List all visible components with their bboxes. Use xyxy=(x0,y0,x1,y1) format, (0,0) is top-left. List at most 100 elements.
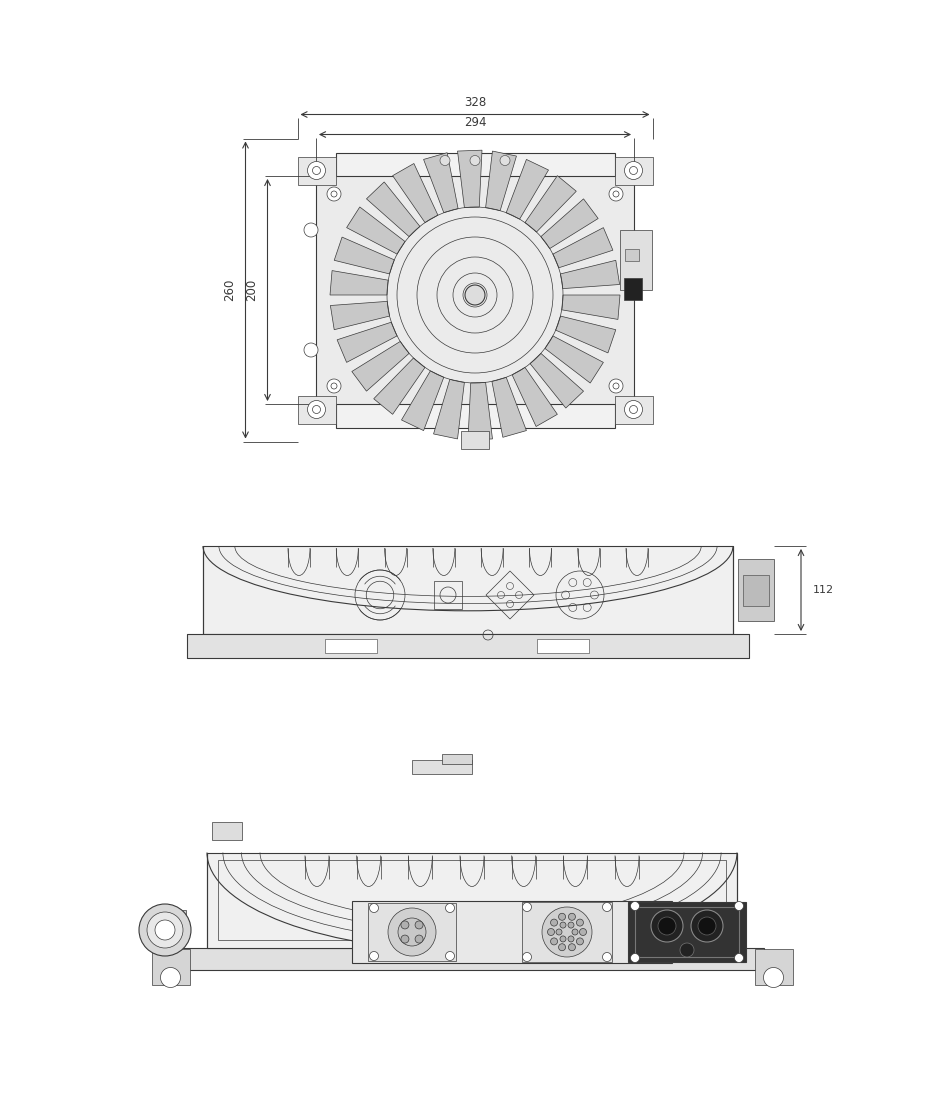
Bar xyxy=(461,430,489,449)
Circle shape xyxy=(304,223,318,236)
Circle shape xyxy=(577,938,583,945)
Bar xyxy=(218,859,727,940)
Circle shape xyxy=(602,953,612,961)
Circle shape xyxy=(370,952,378,960)
Circle shape xyxy=(698,917,716,935)
Circle shape xyxy=(446,903,454,913)
Bar xyxy=(623,278,641,300)
Circle shape xyxy=(470,155,480,165)
Circle shape xyxy=(147,912,183,948)
Circle shape xyxy=(572,930,578,935)
Circle shape xyxy=(308,162,326,179)
Circle shape xyxy=(401,935,408,943)
Bar xyxy=(615,396,653,424)
Bar xyxy=(178,923,188,937)
Polygon shape xyxy=(560,261,619,288)
Bar xyxy=(636,908,739,957)
Polygon shape xyxy=(373,358,425,415)
Circle shape xyxy=(398,918,426,946)
Text: 260: 260 xyxy=(223,278,236,301)
Circle shape xyxy=(568,944,576,950)
Circle shape xyxy=(500,155,510,165)
Circle shape xyxy=(542,908,592,957)
Circle shape xyxy=(551,938,558,945)
Bar xyxy=(335,153,615,428)
Circle shape xyxy=(734,954,744,962)
Circle shape xyxy=(327,187,341,201)
Polygon shape xyxy=(525,176,577,232)
Circle shape xyxy=(522,902,531,912)
Bar xyxy=(628,902,746,962)
Bar xyxy=(151,948,189,984)
Bar xyxy=(203,546,733,634)
Bar xyxy=(352,901,672,962)
Circle shape xyxy=(415,935,423,943)
Bar xyxy=(624,249,638,261)
Bar xyxy=(615,156,653,185)
Polygon shape xyxy=(492,377,526,438)
Circle shape xyxy=(155,920,175,940)
Bar xyxy=(297,396,335,424)
Circle shape xyxy=(609,187,623,201)
Polygon shape xyxy=(347,207,405,254)
Circle shape xyxy=(680,943,694,957)
Circle shape xyxy=(734,902,744,911)
Polygon shape xyxy=(512,367,558,427)
Bar xyxy=(738,559,774,621)
Polygon shape xyxy=(561,295,620,319)
Circle shape xyxy=(331,383,337,389)
Polygon shape xyxy=(458,151,482,208)
Bar xyxy=(442,754,472,763)
Circle shape xyxy=(580,928,586,935)
Polygon shape xyxy=(331,301,389,330)
Bar xyxy=(164,910,186,930)
Circle shape xyxy=(631,902,639,911)
Circle shape xyxy=(624,400,642,418)
Circle shape xyxy=(658,917,676,935)
Bar xyxy=(538,639,589,652)
Bar xyxy=(187,634,749,658)
Circle shape xyxy=(577,920,583,926)
Circle shape xyxy=(415,921,423,928)
Circle shape xyxy=(370,903,378,913)
Bar xyxy=(297,156,335,185)
Bar xyxy=(434,581,462,609)
Polygon shape xyxy=(530,353,583,408)
Bar xyxy=(212,822,242,839)
Circle shape xyxy=(313,406,320,414)
Text: 294: 294 xyxy=(464,116,486,129)
Text: 328: 328 xyxy=(464,96,486,109)
Bar xyxy=(522,902,612,962)
Bar xyxy=(368,903,456,961)
Circle shape xyxy=(331,191,337,197)
Bar xyxy=(754,948,792,984)
Circle shape xyxy=(304,343,318,358)
Circle shape xyxy=(651,910,683,942)
Circle shape xyxy=(568,913,576,921)
Polygon shape xyxy=(352,341,409,392)
Circle shape xyxy=(440,155,450,165)
Polygon shape xyxy=(402,371,444,430)
Circle shape xyxy=(631,954,639,962)
Circle shape xyxy=(560,936,566,942)
Bar xyxy=(180,947,764,969)
Circle shape xyxy=(388,908,436,956)
Circle shape xyxy=(630,166,637,175)
Polygon shape xyxy=(545,336,603,383)
Circle shape xyxy=(465,285,485,305)
Circle shape xyxy=(568,922,574,928)
Polygon shape xyxy=(468,383,492,440)
Bar xyxy=(316,176,634,404)
Polygon shape xyxy=(556,316,616,353)
Polygon shape xyxy=(367,182,420,236)
Circle shape xyxy=(609,379,623,393)
Circle shape xyxy=(630,406,637,414)
Bar xyxy=(412,760,472,773)
Polygon shape xyxy=(334,238,394,274)
Circle shape xyxy=(624,162,642,179)
Circle shape xyxy=(764,968,784,988)
Text: 112: 112 xyxy=(813,585,834,595)
Circle shape xyxy=(559,913,565,921)
Circle shape xyxy=(308,400,326,418)
Circle shape xyxy=(547,928,555,935)
